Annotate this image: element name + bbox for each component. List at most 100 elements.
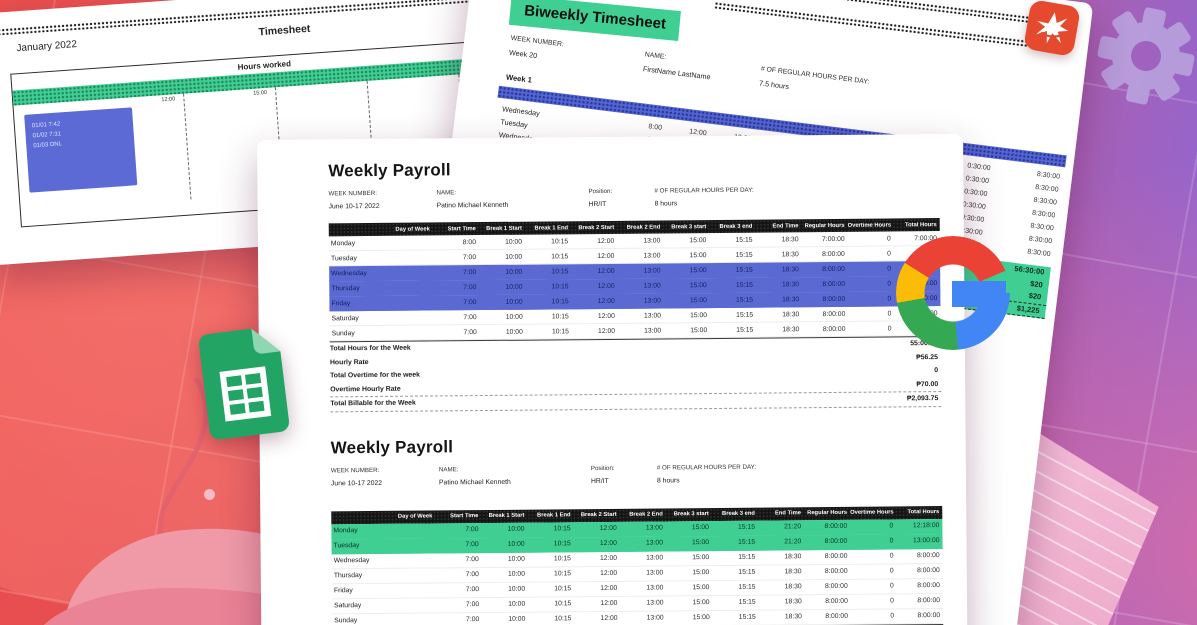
decorative-dot (204, 489, 215, 500)
meta-field: Position: HR/IT (590, 464, 657, 485)
meta-value: Patino Michael Kenneth (436, 201, 509, 210)
totals-value: ₱2,093.75 (906, 395, 939, 403)
meta-field: WEEK NUMBER: June 10-17 2022 (328, 189, 436, 210)
sheet-weekly-payroll: Weekly Payroll WEEK NUMBER: June 10-17 2… (257, 133, 968, 625)
meta-field: # OF REGULAR HOURS PER DAY: 7.5 hours (759, 66, 1048, 123)
table-header-cell: Break 3 start (673, 511, 709, 518)
totals-label: Hourly Rate (329, 358, 369, 367)
table-header-cell: Start Time (450, 513, 479, 520)
table-header-cell: Break 1 Start (486, 225, 522, 232)
halftone-strip (713, 1, 1065, 52)
table-header-cell: Regular Hours (804, 222, 845, 229)
meta-label: # OF REGULAR HOURS PER DAY: (654, 186, 754, 195)
day-cell: Tuesday (333, 542, 360, 550)
day-cell: Wednesday (331, 269, 367, 277)
payroll-meta-2: WEEK NUMBER: June 10-17 2022 NAME: Patin… (331, 462, 942, 487)
day-cell: Sunday (331, 329, 355, 337)
payroll-table-1: Day of Week Start Time Break 1 Start Break … (328, 218, 942, 412)
day-cell: Thursday (331, 284, 360, 292)
biweekly-title-chip: Biweekly Timesheet (508, 0, 682, 42)
meta-label: # OF REGULAR HOURS PER DAY: (656, 463, 757, 472)
meta-label: Position: (588, 187, 613, 196)
day-cell: Friday (333, 587, 353, 595)
table-header-cell: Break 2 End (626, 223, 661, 231)
chart-tick-label: 15:00 (253, 89, 268, 97)
table-header-cell: Total Hours (904, 221, 937, 228)
table-body: Monday 8:00 10:00 10:15 12:00 13:00 15:0… (328, 231, 941, 342)
totals-value: ₱56.25 (916, 353, 938, 362)
totals-label: Total Overtime for the week (330, 371, 420, 380)
table-header-cell: Break 3 end (719, 223, 753, 230)
meta-value: June 10-17 2022 (328, 202, 380, 211)
table-header-cell: Overtime Hours (847, 221, 892, 229)
table-body: Monday 7:00 10:00 10:15 12:00 13:00 15:0… (331, 518, 944, 625)
gear-icon (1097, 7, 1195, 105)
table-header-cell: Regular Hours (807, 509, 848, 517)
table-header-cell: Break 3 start (671, 223, 707, 230)
meta-label: WEEK NUMBER: (328, 189, 377, 198)
table-header-cell: End Time (774, 510, 802, 517)
meta-label: Position: (590, 464, 615, 472)
table-header-cell: End Time (772, 222, 799, 230)
meta-label: NAME: (438, 465, 459, 473)
meta-field: # OF REGULAR HOURS PER DAY: 8 hours (657, 462, 942, 484)
meta-value: 8 hours (656, 476, 680, 485)
day-cell: Saturday (331, 314, 359, 322)
payroll-meta: WEEK NUMBER: June 10-17 2022 NAME: Patin… (328, 185, 939, 211)
spark-icon (1023, 0, 1081, 57)
day-cell: Wednesday (333, 557, 370, 565)
day-cell: Thursday (333, 572, 363, 580)
totals-value: 0 (934, 367, 939, 375)
table-header-cell: Total Hours (907, 509, 940, 516)
table-header-cell: Break 2 Start (578, 224, 615, 231)
chart-blue-block: 01/01 7:42 01/02 7:31 01/03 DNL (24, 107, 138, 193)
biweekly-meta: WEEK NUMBER: Week 20 NAME: FirstName Las… (509, 35, 1048, 123)
meta-field: # OF REGULAR HOURS PER DAY: 8 hours (654, 185, 939, 208)
table-header-cell: Overtime Hours (850, 509, 894, 516)
table-header-cell: Break 3 end (722, 510, 755, 517)
meta-value: Patino Michael Kenneth (438, 478, 511, 486)
table-header-cell: Break 1 Start (488, 512, 525, 519)
meta-field: NAME: Patino Michael Kenneth (436, 188, 588, 209)
chart-tick-label: 12:00 (161, 96, 176, 104)
table-header-cell: Break 2 End (629, 511, 663, 518)
table-header-cell: Break 1 End (537, 512, 571, 519)
page-title: Weekly Payroll (328, 160, 451, 181)
chart-gridline (183, 93, 192, 200)
week-section-label: Week 1 (505, 72, 533, 85)
table-header-cell: Start Time (447, 225, 476, 232)
day-cell: Monday (333, 527, 358, 535)
totals-value: ₱70.00 (916, 380, 939, 389)
meta-value: June 10-17 2022 (330, 479, 383, 487)
jan-month-label: January 2022 (16, 39, 78, 55)
day-cell: Friday (331, 299, 351, 307)
google-g-logo (896, 236, 1010, 350)
table-header-cell: Day of Week (397, 513, 433, 520)
table-header-cell: Break 2 Start (580, 511, 617, 519)
google-sheets-icon (199, 328, 289, 440)
page-title-2: Weekly Payroll (330, 436, 454, 457)
meta-value: 8 hours (654, 200, 678, 208)
meta-label: NAME: (436, 189, 457, 197)
payroll-table-2: Day of Week Start Time Break 1 Start Break … (331, 505, 944, 625)
meta-field: NAME: FirstName LastName (643, 51, 762, 87)
meta-field: WEEK NUMBER: Week 20 (509, 35, 646, 73)
spark-burst-glyph (1036, 12, 1069, 44)
day-cell: Monday (330, 239, 356, 247)
meta-field: WEEK NUMBER: June 10-17 2022 (330, 466, 439, 487)
meta-value: HR/IT (590, 477, 609, 485)
totals-label: Total Billable for the Week (330, 399, 416, 408)
google-g-crossbar (952, 281, 1006, 307)
totals-label: Overtime Hourly Rate (330, 385, 401, 394)
day-cell: Sunday (334, 617, 358, 625)
meta-field: Position: HR/IT (588, 187, 654, 209)
meta-label: WEEK NUMBER: (330, 466, 380, 474)
table-totals: Total Hours for the Week 55:00:00 Hourly… (329, 336, 942, 412)
day-cell: Tuesday (331, 254, 357, 262)
totals-label: Total Hours for the Week (329, 344, 411, 353)
day-cell: Saturday (334, 602, 362, 610)
table-header-cell: Break 1 End (534, 224, 569, 232)
meta-value: HR/IT (588, 200, 607, 209)
meta-field: NAME: Patino Michael Kenneth (439, 465, 591, 486)
